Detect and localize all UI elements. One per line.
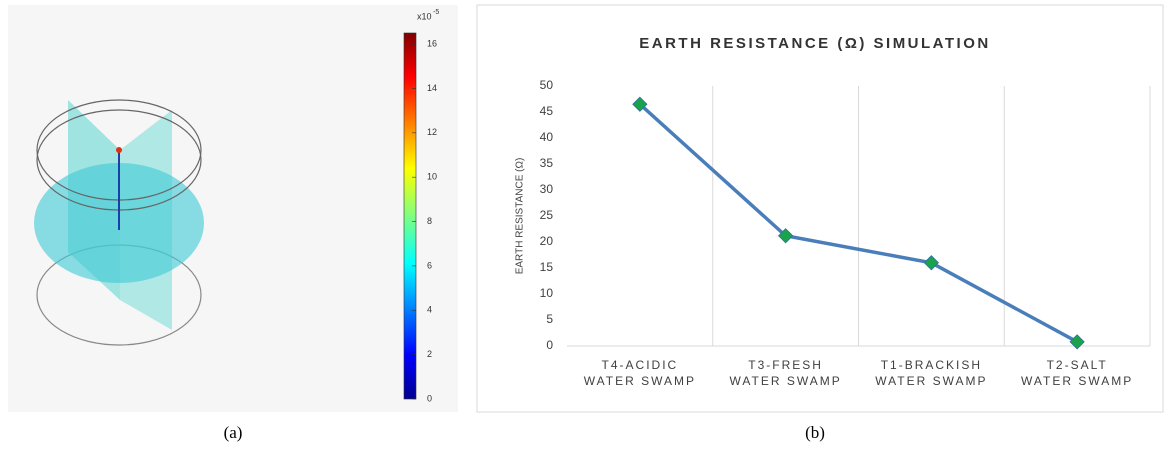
y-tick-label: 5 bbox=[546, 312, 553, 326]
colorbar-tick-label: 4 bbox=[427, 305, 432, 315]
caption: (b) bbox=[805, 423, 825, 442]
data-marker bbox=[777, 228, 794, 244]
data-marker bbox=[923, 255, 940, 271]
y-tick-label: 15 bbox=[540, 260, 554, 274]
colorbar-tick-label: 2 bbox=[427, 349, 432, 359]
colorbar-tick-label: 8 bbox=[427, 216, 432, 226]
x-tick-label: T4-ACIDIC WATER SWAMP bbox=[584, 358, 696, 388]
x-tick-label: T2-SALT WATER SWAMP bbox=[1021, 358, 1133, 388]
colorbar bbox=[403, 32, 417, 400]
colorbar-tick-label: 0 bbox=[427, 393, 432, 403]
y-tick-label: 30 bbox=[540, 182, 554, 196]
y-axis-label: EARTH RESISTANCE (Ω) bbox=[515, 158, 526, 275]
data-marker bbox=[1069, 334, 1085, 350]
y-tick-label: 35 bbox=[540, 156, 554, 170]
colorbar-tick-label: 10 bbox=[427, 172, 437, 182]
y-tick-label: 40 bbox=[540, 130, 554, 144]
y-tick-label: 50 bbox=[540, 78, 554, 92]
y-tick-label: 45 bbox=[540, 104, 554, 118]
chart-title: EARTH RESISTANCE (Ω) SIMULATION bbox=[639, 35, 990, 52]
y-tick-label: 20 bbox=[540, 234, 554, 248]
data-line bbox=[638, 102, 1078, 344]
chart-frame bbox=[476, 4, 1164, 413]
colorbar-tick-label: 6 bbox=[427, 260, 432, 270]
caption: (a) bbox=[224, 423, 243, 442]
x-tick-label: T1-BRACKISH WATER SWAMP bbox=[875, 358, 987, 388]
simulation-drawing bbox=[34, 99, 204, 346]
y-tick-label: 25 bbox=[540, 208, 554, 222]
y-tick-label: 10 bbox=[540, 286, 554, 300]
y-tick-label: 0 bbox=[546, 338, 553, 352]
data-marker bbox=[632, 96, 648, 112]
colorbar-tick-label: 16 bbox=[427, 38, 437, 48]
colorbar-tick-label: 12 bbox=[427, 127, 437, 137]
x-tick-label: T3-FRESH WATER SWAMP bbox=[730, 358, 842, 388]
colorbar-tick-label: 14 bbox=[427, 83, 437, 93]
colorbar-multiplier: x10 bbox=[417, 11, 432, 21]
colorbar-exponent: -5 bbox=[433, 9, 439, 16]
